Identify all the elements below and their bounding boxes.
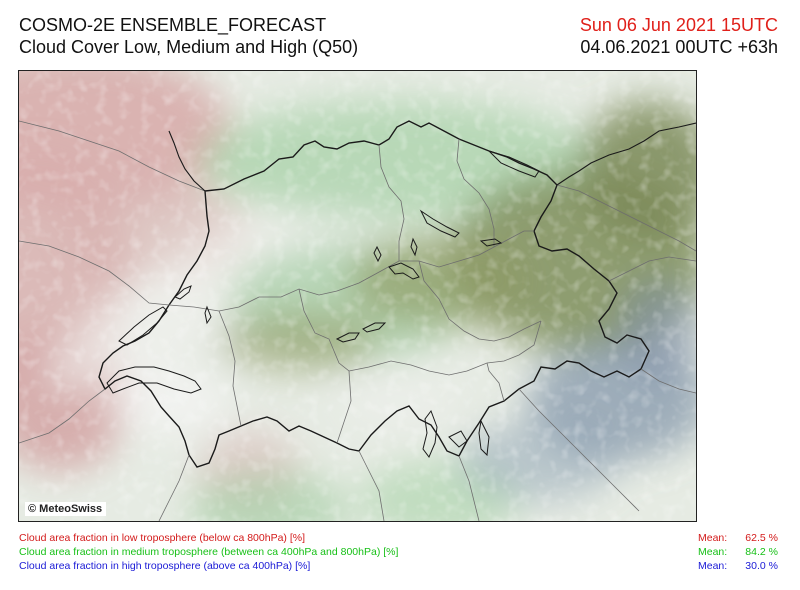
legend-item-medium: Cloud area fraction in medium tropospher…: [19, 546, 399, 558]
mean-row-low: Mean: 62.5 %: [698, 531, 778, 545]
lake-lugano: [448, 430, 468, 448]
lake-zurich: [419, 209, 460, 238]
mean-label: Mean:: [698, 532, 728, 544]
lake-walen: [479, 238, 503, 247]
lake-lucerne: [388, 262, 420, 280]
mean-row-medium: Mean: 84.2 %: [698, 545, 778, 559]
lake-brienz: [362, 322, 387, 333]
lake-sempach: [373, 245, 382, 263]
lake-neuenburg-small: [204, 305, 212, 325]
lake-zug: [410, 237, 418, 257]
legend: Cloud area fraction in low troposphere (…: [19, 531, 398, 573]
legend-item-low: Cloud area fraction in low troposphere (…: [19, 532, 305, 544]
mean-label: Mean:: [698, 546, 728, 558]
lake-constance: [488, 150, 540, 178]
lake-maggiore: [422, 409, 438, 458]
valid-time: Sun 06 Jun 2021 15UTC: [579, 15, 778, 35]
lake-como: [478, 419, 490, 457]
lakes: [106, 150, 540, 458]
title-block: COSMO-2E ENSEMBLE_FORECAST Cloud Cover L…: [19, 14, 358, 58]
run-time: 04.06.2021 00UTC +63h: [580, 37, 778, 57]
lake-geneva: [106, 366, 202, 394]
canton-boundaries: [19, 120, 696, 521]
map-graphic: [19, 71, 696, 521]
lake-biel: [174, 285, 192, 300]
legend-item-high: Cloud area fraction in high troposphere …: [19, 560, 311, 572]
copyright-label: © MeteoSwiss: [25, 502, 107, 516]
lake-neuchatel: [118, 306, 168, 346]
mean-label: Mean:: [698, 560, 728, 572]
national-borders: [168, 122, 696, 192]
mean-row-high: Mean: 30.0 %: [698, 559, 778, 573]
mean-value-high: 30.0 %: [745, 560, 778, 572]
mean-values: Mean: 62.5 % Mean: 84.2 % Mean: 30.0 %: [698, 531, 778, 573]
mean-value-medium: 84.2 %: [745, 546, 778, 558]
date-block: Sun 06 Jun 2021 15UTC 04.06.2021 00UTC +…: [580, 14, 778, 58]
cloud-cover-map: © MeteoSwiss: [18, 70, 697, 522]
chart-subtitle: Cloud Cover Low, Medium and High (Q50): [19, 37, 359, 57]
lake-thun: [335, 332, 360, 343]
mean-value-low: 62.5 %: [745, 532, 778, 544]
chart-title: COSMO-2E ENSEMBLE_FORECAST: [19, 15, 327, 35]
